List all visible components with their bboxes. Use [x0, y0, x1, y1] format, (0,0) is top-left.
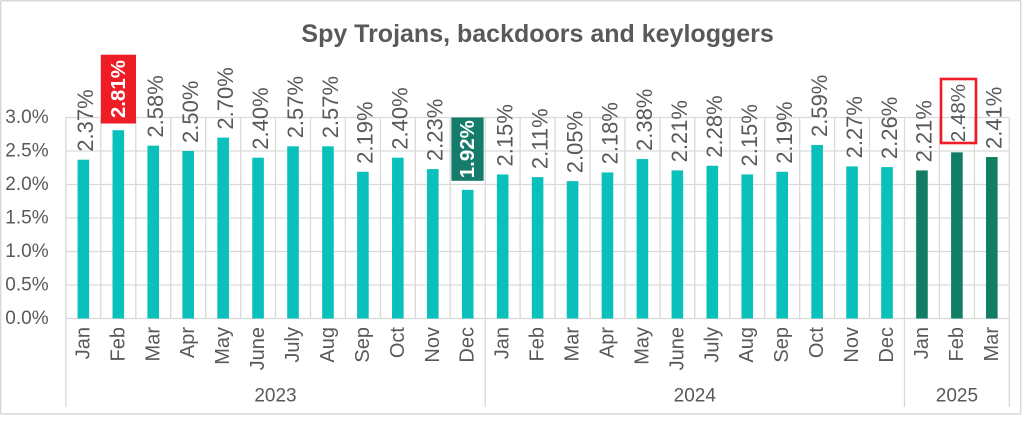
svg-text:3.0%: 3.0% — [5, 107, 48, 128]
svg-text:Aug: Aug — [317, 327, 339, 363]
svg-text:Sep: Sep — [352, 327, 374, 363]
svg-text:2025: 2025 — [936, 386, 978, 407]
svg-text:June: June — [666, 327, 688, 370]
svg-text:2.28%: 2.28% — [702, 95, 727, 157]
svg-text:2023: 2023 — [254, 386, 296, 407]
svg-text:2.81%: 2.81% — [107, 60, 130, 118]
svg-text:0.5%: 0.5% — [5, 275, 48, 296]
svg-text:Feb: Feb — [946, 327, 968, 361]
svg-text:2.23%: 2.23% — [423, 99, 448, 161]
svg-text:Dec: Dec — [457, 327, 479, 363]
svg-text:Aug: Aug — [736, 327, 758, 363]
svg-text:Spy Trojans, backdoors and key: Spy Trojans, backdoors and keyloggers — [301, 20, 773, 48]
svg-text:1.92%: 1.92% — [456, 120, 479, 178]
svg-text:May: May — [212, 327, 234, 365]
svg-text:Apr: Apr — [597, 327, 619, 358]
svg-text:2.41%: 2.41% — [982, 87, 1007, 149]
svg-text:2.57%: 2.57% — [283, 76, 308, 138]
svg-text:Mar: Mar — [981, 327, 1003, 362]
svg-text:2.11%: 2.11% — [527, 108, 552, 169]
svg-text:Nov: Nov — [422, 327, 444, 363]
svg-text:2.37%: 2.37% — [73, 89, 98, 151]
svg-text:Dec: Dec — [876, 327, 898, 363]
svg-text:Jan: Jan — [492, 327, 514, 359]
svg-text:2.15%: 2.15% — [493, 104, 518, 166]
svg-text:2.58%: 2.58% — [143, 75, 168, 137]
svg-text:July: July — [282, 327, 304, 363]
svg-text:2.70%: 2.70% — [213, 67, 238, 129]
svg-text:Jan: Jan — [911, 327, 933, 359]
svg-text:2.15%: 2.15% — [737, 104, 762, 166]
svg-text:2.05%: 2.05% — [562, 111, 587, 173]
svg-text:2.40%: 2.40% — [248, 87, 273, 149]
svg-text:July: July — [701, 327, 723, 363]
svg-text:Feb: Feb — [107, 327, 129, 361]
svg-text:1.5%: 1.5% — [5, 208, 48, 229]
svg-text:2.48%: 2.48% — [947, 84, 970, 142]
svg-text:2.21%: 2.21% — [912, 100, 937, 162]
svg-text:2.26%: 2.26% — [877, 97, 902, 159]
svg-text:Oct: Oct — [806, 327, 828, 359]
svg-text:Feb: Feb — [527, 327, 549, 361]
svg-text:1.0%: 1.0% — [5, 241, 48, 262]
svg-text:2.50%: 2.50% — [178, 81, 203, 143]
svg-text:2.21%: 2.21% — [667, 100, 692, 162]
svg-text:2.18%: 2.18% — [597, 102, 622, 164]
svg-text:Mar: Mar — [562, 327, 584, 362]
svg-text:Nov: Nov — [841, 327, 863, 363]
svg-text:2.59%: 2.59% — [807, 75, 832, 137]
svg-text:Oct: Oct — [387, 327, 409, 359]
svg-text:Sep: Sep — [771, 327, 793, 363]
svg-text:2024: 2024 — [674, 386, 717, 407]
svg-text:2.5%: 2.5% — [5, 141, 48, 162]
svg-text:0.0%: 0.0% — [5, 308, 48, 329]
svg-text:2.40%: 2.40% — [388, 87, 413, 149]
svg-text:Mar: Mar — [142, 327, 164, 362]
svg-text:June: June — [247, 327, 269, 370]
svg-text:May: May — [631, 327, 653, 365]
svg-text:2.19%: 2.19% — [772, 101, 797, 163]
svg-text:2.38%: 2.38% — [632, 89, 657, 151]
svg-text:2.57%: 2.57% — [318, 76, 343, 138]
svg-text:2.27%: 2.27% — [842, 96, 867, 158]
svg-text:Apr: Apr — [177, 327, 199, 358]
svg-text:Jan: Jan — [72, 327, 94, 359]
svg-text:2.0%: 2.0% — [5, 174, 48, 195]
svg-text:2.19%: 2.19% — [353, 101, 378, 163]
